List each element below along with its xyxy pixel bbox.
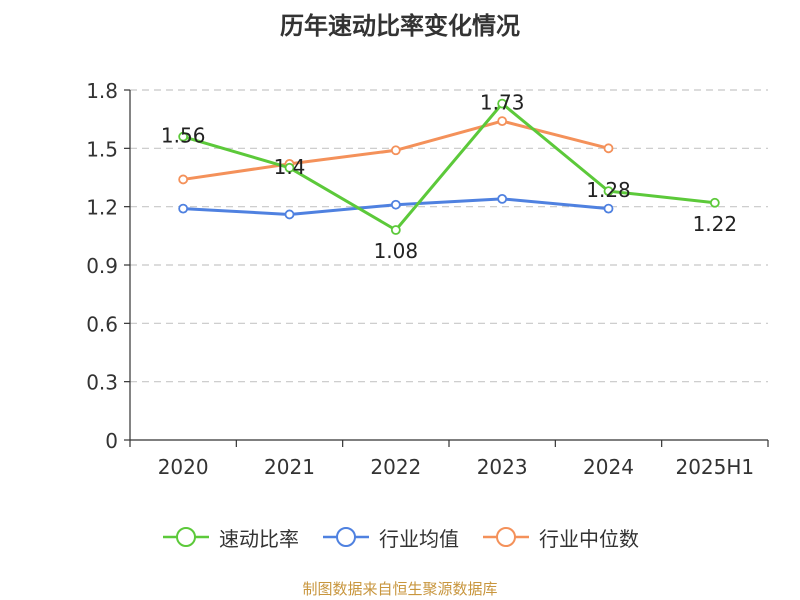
y-tick-label: 0.3: [86, 371, 118, 395]
data-label: 1.73: [480, 91, 525, 115]
gridlines: [130, 89, 768, 383]
data-label: 1.4: [274, 155, 306, 179]
data-label: 1.08: [374, 239, 419, 263]
series-points: [178, 98, 720, 235]
legend: 速动比率 行业均值 行业中位数: [0, 520, 800, 554]
data-label: 1.56: [161, 124, 206, 148]
y-tick-label: 0.9: [86, 254, 118, 278]
y-tick-label: 1.8: [86, 79, 118, 103]
data-point: [603, 186, 614, 197]
y-tick-label: 0.6: [86, 312, 118, 336]
data-point: [497, 98, 508, 109]
data-point: [390, 145, 401, 156]
data-point: [390, 225, 401, 235]
data-point: [603, 143, 614, 154]
legend-marker-icon: [323, 527, 369, 547]
legend-label: 行业均值: [379, 526, 459, 551]
x-tick-label: 2023: [477, 455, 528, 479]
x-tick-label: 2021: [264, 455, 315, 479]
y-tick-label: 0: [105, 429, 118, 453]
legend-label: 行业中位数: [539, 526, 639, 551]
x-tick-label: 2024: [583, 455, 634, 479]
data-point: [178, 131, 189, 142]
data-point: [603, 203, 614, 214]
data-point: [390, 199, 401, 210]
data-point: [178, 203, 189, 214]
data-point: [497, 193, 508, 204]
y-tick-label: 1.5: [86, 137, 118, 161]
axes: 0 0.3 0.6 0.9 1.2 1.5 1.8 2020 2021 2022 2023 2024 2…: [86, 79, 769, 479]
data-label: 1.22: [693, 212, 738, 236]
chart-title: 历年速动比率变化情况: [280, 12, 520, 40]
series-line: [182, 102, 715, 232]
data-point: [284, 209, 295, 220]
legend-item[interactable]: 速动比率: [161, 523, 299, 552]
data-point: [284, 162, 295, 173]
data-point: [709, 197, 720, 208]
series-lines: [182, 102, 715, 232]
legend-item[interactable]: 行业中位数: [481, 523, 639, 552]
y-tick-label: 1.2: [86, 196, 118, 220]
x-tick-label: 2020: [158, 455, 209, 479]
data-point: [497, 116, 508, 127]
legend-marker-icon: [483, 527, 529, 547]
source-note: 制图数据来自恒生聚源数据库: [302, 580, 498, 598]
x-tick-label: 2022: [370, 455, 421, 479]
legend-label: 速动比率: [219, 526, 299, 551]
data-labels: 1.56 1.4 1.08 1.73 1.28 1.22: [161, 91, 737, 263]
legend-item[interactable]: 行业均值: [321, 523, 459, 552]
legend-marker-icon: [163, 527, 209, 547]
x-tick-label: 2025H1: [675, 455, 754, 479]
data-label: 1.28: [586, 178, 631, 202]
data-point: [178, 174, 189, 185]
